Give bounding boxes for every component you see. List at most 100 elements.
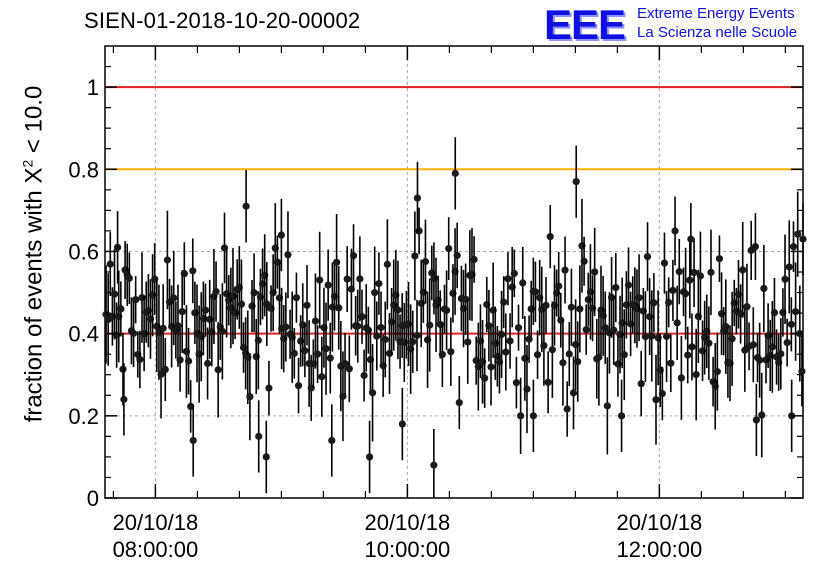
data-point [624, 281, 633, 289]
data-point [743, 303, 751, 311]
data-point [677, 374, 685, 382]
data-point [500, 298, 508, 306]
data-point [760, 284, 768, 293]
data-point [707, 268, 715, 276]
data-point [565, 350, 573, 358]
data-point [641, 333, 650, 341]
data-point [356, 275, 364, 283]
x-tick-label-time: 10:00:00 [365, 537, 451, 562]
y-axis-label-suffix: < 10.0 [20, 85, 48, 160]
data-point [673, 319, 681, 327]
data-point [620, 351, 628, 359]
data-point [756, 356, 764, 364]
data-point [212, 287, 220, 296]
data-point [794, 230, 802, 238]
data-point [658, 389, 666, 398]
data-point [394, 306, 402, 314]
data-point [506, 337, 514, 345]
data-point-notable [113, 243, 122, 251]
data-point [303, 301, 311, 309]
data-point [250, 289, 258, 297]
data-point [470, 255, 478, 264]
data-point [284, 251, 292, 259]
data-point [106, 260, 114, 268]
data-point [540, 341, 548, 350]
data-point [715, 255, 724, 263]
data-point [635, 294, 643, 302]
data-point [705, 339, 713, 347]
data-point [174, 322, 182, 330]
y-tick-label: 0.4 [68, 322, 99, 347]
data-point [282, 323, 290, 331]
data-point [159, 324, 167, 332]
x-tick-label-time: 12:00:00 [617, 537, 703, 562]
data-point [785, 263, 793, 271]
data-point [421, 258, 430, 266]
data-point [569, 389, 578, 397]
data-point [129, 329, 138, 338]
data-point [684, 351, 692, 359]
data-point [119, 365, 127, 373]
data-point-notable [572, 178, 580, 186]
data-point [533, 351, 542, 359]
data-point [643, 253, 652, 261]
data-point [662, 332, 671, 341]
data-point [510, 269, 518, 277]
data-point [125, 274, 133, 282]
data-point [170, 294, 178, 302]
data-point-notable [328, 436, 336, 445]
data-point [603, 402, 611, 410]
data-point [669, 286, 677, 295]
data-point [301, 347, 309, 355]
data-point [333, 258, 341, 266]
data-point [292, 294, 301, 302]
data-point [595, 353, 603, 361]
data-point [751, 242, 760, 251]
data-point [316, 276, 324, 284]
data-point [770, 308, 779, 317]
data-point [358, 313, 366, 321]
data-point [713, 368, 721, 376]
data-point [525, 335, 533, 343]
data-point-notable [617, 412, 626, 420]
data-point-notable [687, 235, 695, 243]
data-point [497, 330, 506, 339]
data-point [548, 346, 556, 354]
data-point [426, 321, 434, 329]
data-point [601, 324, 609, 332]
data-point [576, 305, 584, 313]
data-point [544, 378, 552, 386]
data-point [214, 366, 222, 374]
data-point-notable [189, 436, 197, 445]
data-point [377, 323, 385, 332]
data-point [546, 232, 554, 241]
data-point [371, 289, 379, 297]
data-point-notable [451, 169, 459, 177]
data-point-notable [413, 194, 422, 202]
data-point [117, 305, 125, 313]
data-point [341, 360, 349, 368]
data-point [290, 349, 298, 357]
data-point [413, 331, 421, 340]
y-axis-label-sup: 2 [19, 159, 36, 168]
y-tick-label: 1 [87, 75, 99, 100]
data-point [561, 266, 569, 274]
data-point-notable [255, 432, 263, 440]
data-point [354, 322, 362, 330]
data-point [559, 359, 567, 367]
data-point [324, 281, 332, 289]
data-point [650, 299, 658, 307]
data-point [665, 298, 673, 307]
data-point [178, 307, 186, 316]
data-point [161, 365, 169, 374]
data-point [652, 396, 660, 404]
data-point [487, 363, 495, 371]
data-point [203, 359, 212, 368]
data-point [445, 244, 453, 253]
data-point-notable [262, 453, 270, 461]
x-tick-label-date: 20/10/18 [113, 510, 199, 535]
data-point [180, 270, 188, 278]
data-point [218, 327, 226, 335]
y-axis-label: fraction of events with X2 < 10.0 [20, 86, 49, 423]
